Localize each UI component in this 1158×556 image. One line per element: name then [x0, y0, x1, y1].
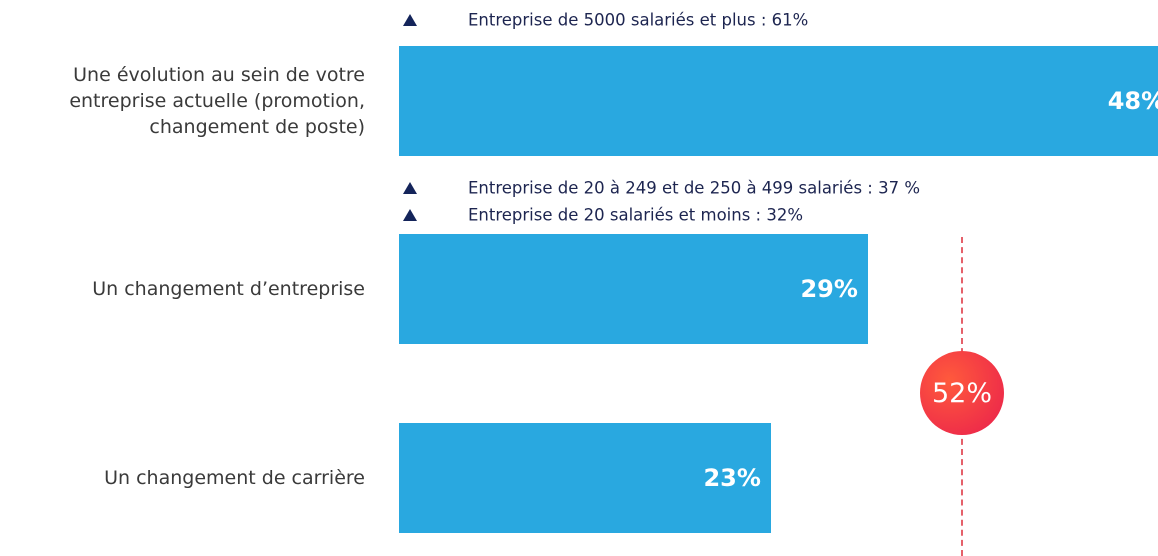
category-label: Une évolution au sein de votre entrepris…: [69, 64, 365, 138]
annotation: Entreprise de 20 salariés et moins : 32%: [468, 205, 804, 225]
triangle-icon: [403, 209, 417, 221]
value-label: 29%: [800, 275, 858, 303]
total-badge: 52%: [920, 351, 1004, 435]
triangle-icon: [403, 182, 417, 194]
annotation: Entreprise de 5000 salariés et plus : 61…: [468, 10, 809, 30]
bar: [399, 423, 771, 533]
value-label: 23%: [703, 464, 761, 492]
annotation: Entreprise de 20 à 249 et de 250 à 499 s…: [468, 178, 921, 198]
bar: [399, 46, 1158, 156]
triangle-icon: [403, 14, 417, 26]
category-label: Un changement d’entreprise: [92, 278, 365, 300]
category-label: Un changement de carrière: [104, 467, 365, 489]
bar: [399, 234, 868, 344]
value-label: 48%: [1107, 87, 1158, 115]
